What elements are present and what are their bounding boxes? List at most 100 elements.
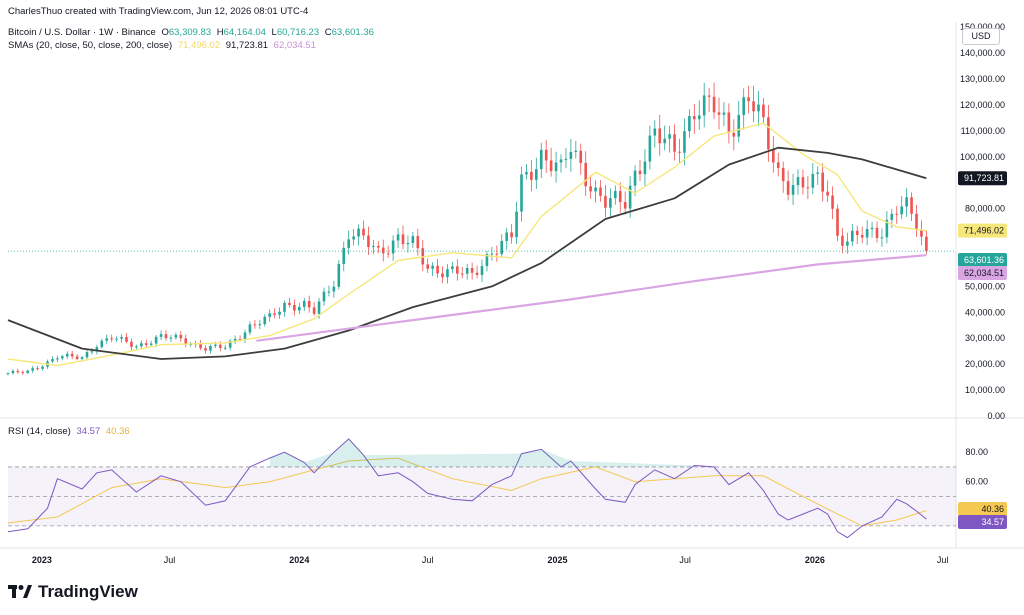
candle-body	[762, 104, 765, 118]
candle	[801, 169, 805, 195]
candle	[806, 176, 810, 200]
candle	[149, 340, 153, 347]
x-tick-label: 2025	[547, 555, 567, 565]
candle-body	[391, 240, 395, 254]
sma-legend: SMAs (20, close, 50, close, 200, close) …	[8, 40, 316, 51]
candle-body	[228, 340, 232, 348]
candle-body	[485, 254, 489, 267]
y-tick-label: 20,000.00	[965, 359, 1005, 369]
sma20-value: 71,496.02	[177, 40, 221, 51]
candle	[475, 265, 479, 279]
candle	[431, 262, 434, 277]
candle-body	[480, 266, 484, 275]
candle-body	[357, 228, 360, 237]
candle-body	[258, 324, 262, 326]
rsi-line	[7, 438, 927, 539]
candle-body	[801, 177, 805, 188]
candle-body	[515, 211, 518, 238]
candle	[786, 170, 790, 201]
candle	[855, 225, 859, 245]
candle-body	[90, 351, 94, 353]
candle-body	[347, 239, 350, 248]
candle	[332, 280, 336, 298]
candle-body	[426, 264, 429, 269]
candle	[120, 334, 123, 343]
rsi-label: RSI (14, close)	[8, 426, 71, 437]
candle-body	[860, 235, 864, 238]
candle	[865, 220, 869, 246]
sma50-line	[7, 146, 927, 360]
candle-body	[584, 162, 587, 187]
candle	[781, 161, 785, 193]
candle	[673, 124, 676, 161]
candle	[668, 125, 671, 153]
y-tick-label: 80,000.00	[965, 204, 1005, 214]
candle	[762, 97, 765, 125]
candle	[184, 334, 188, 348]
candle	[436, 259, 439, 278]
candle-body	[75, 356, 79, 359]
candle	[293, 299, 296, 316]
candle	[915, 204, 918, 237]
candle	[11, 368, 15, 375]
candle-body	[278, 311, 281, 315]
tradingview-logo[interactable]: TradingView	[8, 582, 138, 602]
candle	[465, 263, 469, 280]
candle-body	[841, 235, 844, 246]
candle	[130, 338, 133, 351]
currency-button[interactable]: USD	[962, 28, 1000, 45]
candle	[663, 125, 666, 151]
candle-body	[865, 229, 869, 238]
candle-body	[579, 150, 583, 163]
x-tick-label: Jul	[164, 555, 176, 565]
rsi-legend: RSI (14, close) 34.57 40.36	[8, 426, 130, 437]
candle	[248, 321, 252, 336]
candle	[772, 135, 775, 173]
candle	[490, 246, 494, 261]
candle-body	[51, 359, 54, 362]
candle-body	[623, 202, 627, 209]
x-tick-label: 2023	[32, 555, 52, 565]
candle-body	[223, 347, 227, 349]
candle	[776, 152, 780, 177]
candle-body	[702, 95, 706, 116]
candle	[278, 307, 281, 319]
candle	[21, 370, 25, 375]
candle-body	[767, 117, 770, 150]
y-tick-label: 110,000.00	[961, 126, 1005, 136]
candle	[263, 314, 267, 327]
candle	[791, 173, 795, 206]
candle-body	[115, 338, 118, 340]
candle-body	[184, 338, 188, 345]
candle-body	[925, 236, 928, 252]
sma20-line	[7, 122, 927, 367]
y-tick-label: 130,000.00	[960, 74, 1005, 84]
candle-body	[688, 116, 691, 132]
candle-body	[870, 227, 874, 230]
candle	[135, 344, 138, 350]
candle	[609, 188, 612, 217]
candle-body	[16, 370, 20, 373]
candle	[796, 169, 800, 195]
candle-body	[396, 234, 400, 241]
candle-body	[214, 344, 217, 347]
candle-body	[11, 370, 15, 374]
candle-body	[693, 116, 696, 120]
candle	[638, 159, 642, 181]
candle-body	[283, 302, 286, 312]
candle	[648, 125, 652, 170]
x-tick-label: Jul	[937, 555, 949, 565]
candle-body	[895, 213, 899, 215]
candle	[288, 298, 291, 308]
candle	[421, 239, 425, 272]
candle	[826, 180, 829, 203]
candle-body	[154, 336, 158, 344]
ohlc-high: H64,164.04	[216, 27, 266, 38]
candle	[841, 228, 844, 254]
candle-body	[594, 187, 597, 192]
candle	[100, 338, 104, 349]
rsi-tag-bg	[958, 515, 1007, 529]
candle	[406, 235, 410, 253]
candle	[678, 138, 681, 164]
